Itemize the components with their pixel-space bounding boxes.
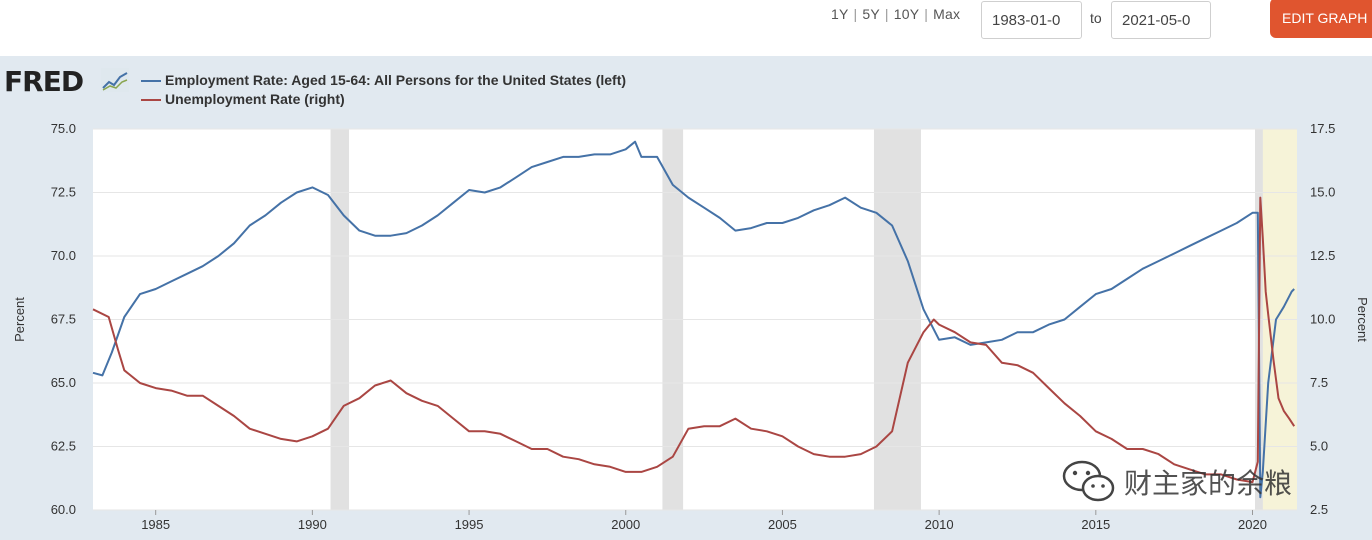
y-right-tick-label: 5.0	[1310, 439, 1328, 454]
start-date-input[interactable]	[981, 1, 1082, 39]
y-left-tick-label: 65.0	[51, 375, 76, 390]
toolbar: 1Y|5Y|10Y|Max to EDIT GRAPH	[0, 0, 1372, 56]
y-left-tick-label: 62.5	[51, 439, 76, 454]
y-right-tick-label: 17.5	[1310, 121, 1335, 136]
legend-swatch-unemployment	[141, 99, 161, 101]
range-1y-link[interactable]: 1Y	[831, 6, 849, 22]
y-left-tick-label: 75.0	[51, 121, 76, 136]
range-separator: |	[924, 6, 929, 22]
range-10y-link[interactable]: 10Y	[893, 6, 920, 22]
y-right-tick-label: 15.0	[1310, 185, 1335, 200]
x-tick-label: 2015	[1081, 517, 1110, 532]
y-left-tick-label: 67.5	[51, 312, 76, 327]
x-tick-label: 1995	[455, 517, 484, 532]
employment-rate-line	[92, 140, 1295, 499]
legend-swatch-employment	[141, 80, 161, 82]
x-tick-label: 1985	[141, 517, 170, 532]
fred-logo: FRED	[4, 65, 84, 98]
range-separator: |	[853, 6, 858, 22]
y-right-tick-label: 10.0	[1310, 312, 1335, 327]
legend-label-unemployment: Unemployment Rate (right)	[165, 91, 345, 107]
x-tick-label: 1990	[298, 517, 327, 532]
range-links: 1Y | 5Y | 10Y | Max	[831, 6, 960, 22]
x-tick-label: 2005	[768, 517, 797, 532]
range-5y-link[interactable]: 5Y	[862, 6, 880, 22]
y-right-tick-label: 12.5	[1310, 248, 1335, 263]
y-axis-left-title: Percent	[12, 297, 27, 342]
y-left-tick-label: 72.5	[51, 185, 76, 200]
y-right-tick-label: 2.5	[1310, 502, 1328, 517]
x-tick-label: 2000	[611, 517, 640, 532]
range-max-link[interactable]: Max	[933, 6, 961, 22]
y-right-tick-label: 7.5	[1310, 375, 1328, 390]
x-tick-label: 2010	[925, 517, 954, 532]
to-label: to	[1090, 10, 1102, 26]
line-chart: 60.0 62.5 65.0 67.5 70.0 72.5 75.0 2.5 5.0 7.5 10.…	[12, 121, 1370, 532]
x-tick-label: 2020	[1238, 517, 1267, 532]
legend-label-employment: Employment Rate: Aged 15-64: All Persons…	[165, 72, 627, 88]
chart-panel: FRED Employment Rate: Aged 15-64: All Pe…	[0, 56, 1372, 540]
edit-graph-button[interactable]: EDIT GRAPH	[1270, 0, 1372, 38]
unemployment-rate-line	[92, 196, 1296, 484]
y-left-tick-label: 70.0	[51, 248, 76, 263]
watermark-text: 财主家的余粮	[1124, 467, 1293, 500]
wechat-icon	[1062, 460, 1115, 502]
range-separator: |	[884, 6, 889, 22]
end-date-input[interactable]	[1111, 1, 1211, 39]
y-left-tick-label: 60.0	[51, 502, 76, 517]
wechat-watermark: 财主家的余粮	[1060, 456, 1360, 506]
y-axis-right-title: Percent	[1355, 297, 1370, 342]
fred-chart-logo-icon	[101, 68, 129, 92]
